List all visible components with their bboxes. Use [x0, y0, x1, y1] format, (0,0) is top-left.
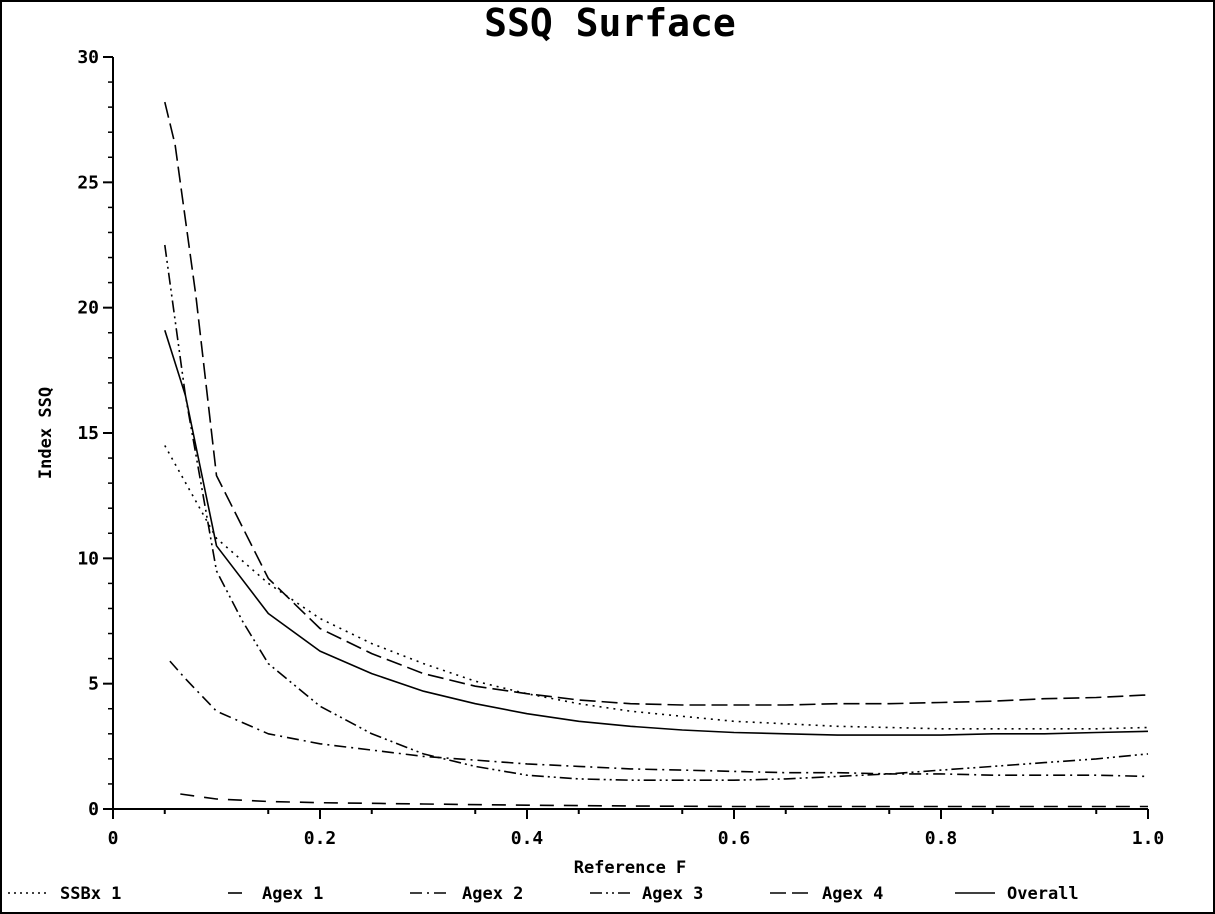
series-line-agex-1 — [180, 794, 1148, 807]
chart-title: SSQ Surface — [484, 1, 736, 45]
y-tick-label: 20 — [77, 298, 99, 319]
legend: SSBx 1 Agex 1 Agex 2 Agex 3 Agex 4 Overall — [8, 884, 1079, 904]
ticks — [103, 57, 1148, 819]
y-tick-label: 30 — [77, 47, 99, 68]
x-tick-label: 0.2 — [304, 828, 337, 849]
y-tick-label: 10 — [77, 548, 99, 569]
legend-label: Agex 3 — [642, 884, 703, 904]
y-tick-label: 5 — [88, 674, 99, 695]
legend-label: Agex 4 — [822, 884, 883, 904]
x-tick-label: 0.4 — [511, 828, 544, 849]
y-axis-label: Index SSQ — [36, 387, 56, 479]
series-line-agex-4 — [165, 102, 1148, 705]
y-tick-label: 25 — [77, 172, 99, 193]
series-line-agex-3 — [165, 245, 1148, 780]
legend-label: Agex 2 — [462, 884, 523, 904]
x-tick-label: 1.0 — [1132, 828, 1165, 849]
series-line-ssbx-1 — [165, 446, 1148, 729]
y-tick-label: 0 — [88, 799, 99, 820]
x-tick-label: 0 — [108, 828, 119, 849]
x-tick-label: 0.8 — [925, 828, 958, 849]
y-tick-label: 15 — [77, 423, 99, 444]
series-line-overall — [165, 330, 1148, 735]
legend-label: SSBx 1 — [60, 884, 121, 904]
tick-labels: 0 0.2 0.4 0.6 0.8 1.0 0 5 10 15 20 25 30 — [77, 47, 1164, 849]
legend-label: Overall — [1007, 884, 1079, 904]
axes — [113, 57, 1148, 809]
series-line-agex-2 — [170, 661, 1148, 776]
x-axis-label: Reference F — [574, 858, 687, 878]
series-lines — [165, 102, 1148, 806]
x-tick-label: 0.6 — [718, 828, 751, 849]
legend-label: Agex 1 — [262, 884, 323, 904]
